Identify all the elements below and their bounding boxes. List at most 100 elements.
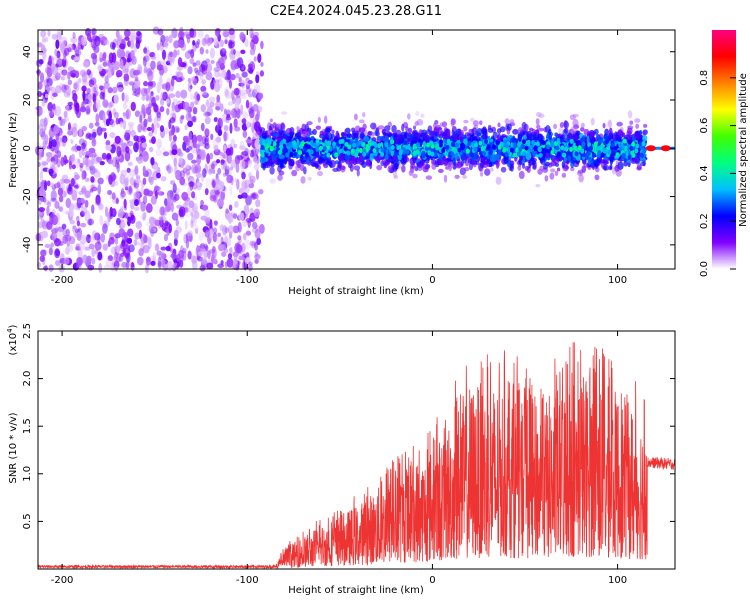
- noise-cell: [192, 62, 197, 67]
- noise-cell: [134, 76, 139, 82]
- signal-cell: [393, 175, 399, 179]
- noise-cell: [237, 194, 244, 199]
- signal-cell: [572, 113, 579, 118]
- signal-cell: [278, 128, 284, 136]
- noise-cell: [215, 99, 222, 111]
- noise-cell: [224, 165, 230, 175]
- noise-cell: [252, 132, 258, 138]
- noise-cell: [229, 166, 234, 171]
- noise-cell: [212, 232, 218, 243]
- noise-cell: [81, 85, 87, 92]
- noise-cell: [162, 91, 168, 101]
- noise-cell: [139, 110, 144, 116]
- noise-cell: [145, 256, 151, 266]
- noise-cell: [51, 33, 58, 40]
- noise-cell: [41, 230, 49, 239]
- noise-cell: [184, 200, 189, 206]
- noise-cell: [156, 42, 160, 51]
- noise-cell: [165, 98, 170, 104]
- signal-core-cell: [563, 146, 568, 152]
- noise-cell: [81, 170, 85, 181]
- signal-cell: [490, 167, 494, 172]
- noise-cell: [144, 61, 152, 73]
- signal-cell: [531, 128, 536, 135]
- noise-cell: [165, 35, 169, 43]
- signal-core-cell: [326, 152, 331, 158]
- signal-cell: [358, 119, 365, 124]
- signal-core-cell: [524, 145, 529, 151]
- noise-cell: [241, 79, 246, 89]
- noise-cell: [78, 138, 85, 146]
- noise-cell: [170, 253, 177, 259]
- noise-cell: [158, 67, 165, 76]
- noise-cell: [41, 37, 46, 44]
- signal-core-cell: [261, 138, 266, 144]
- noise-cell: [187, 185, 192, 197]
- noise-cell: [92, 86, 96, 93]
- noise-cell: [160, 215, 167, 224]
- noise-cell: [122, 102, 128, 110]
- noise-cell: [104, 206, 109, 218]
- signal-cell: [450, 118, 455, 127]
- colorbar-tick-label: 0.6: [699, 118, 710, 134]
- noise-cell: [248, 261, 253, 266]
- noise-cell: [133, 191, 140, 200]
- noise-cell: [171, 101, 175, 112]
- noise-cell: [226, 257, 234, 268]
- signal-cell: [636, 164, 642, 170]
- noise-cell: [159, 125, 165, 133]
- noise-cell: [86, 69, 92, 76]
- signal-core-cell: [482, 151, 487, 157]
- noise-cell: [153, 52, 161, 61]
- noise-cell: [209, 219, 213, 229]
- noise-cell: [71, 126, 78, 138]
- noise-cell: [235, 50, 241, 58]
- noise-cell: [125, 108, 131, 120]
- noise-cell: [73, 82, 78, 90]
- noise-cell: [217, 232, 221, 237]
- noise-cell: [205, 99, 210, 108]
- noise-cell: [143, 118, 148, 128]
- noise-cell: [79, 210, 85, 218]
- noise-cell: [48, 109, 55, 116]
- noise-cell: [90, 52, 97, 60]
- noise-cell: [224, 39, 228, 44]
- signal-core-cell: [350, 148, 355, 154]
- noise-cell: [148, 176, 153, 183]
- signal-core-cell: [298, 150, 303, 156]
- noise-cell: [212, 169, 216, 175]
- signal-core-cell: [445, 144, 450, 150]
- signal-cell: [269, 118, 273, 123]
- noise-cell: [173, 40, 180, 49]
- noise-cell: [86, 108, 91, 114]
- noise-cell: [253, 56, 257, 62]
- signal-cell: [519, 155, 524, 161]
- signal-cell: [455, 161, 462, 169]
- noise-cell: [254, 251, 259, 258]
- spectrogram-y-axis-label: Frequency (Hz): [8, 112, 19, 188]
- signal-cell: [351, 164, 355, 170]
- noise-cell: [192, 202, 199, 213]
- noise-cell: [168, 223, 173, 234]
- noise-cell: [83, 146, 88, 152]
- noise-cell: [133, 199, 139, 207]
- noise-cell: [102, 61, 108, 67]
- noise-cell: [191, 164, 198, 175]
- spectrogram-x-ticks: -200 -100 0 100: [51, 30, 627, 286]
- noise-cell: [54, 200, 60, 209]
- signal-cell: [434, 143, 440, 151]
- signal-cell: [570, 167, 575, 172]
- signal-cell: [606, 121, 613, 129]
- signal-cell: [495, 161, 500, 169]
- noise-cell: [118, 255, 124, 262]
- noise-cell: [152, 252, 156, 262]
- signal-core-cell: [289, 151, 294, 157]
- noise-cell: [192, 107, 198, 115]
- signal-cell: [642, 160, 646, 167]
- noise-cell: [187, 112, 192, 119]
- noise-cell: [55, 212, 61, 223]
- signal-core-cell: [380, 151, 385, 157]
- noise-cell: [62, 118, 67, 124]
- noise-cell: [237, 235, 242, 241]
- noise-cell: [102, 53, 107, 62]
